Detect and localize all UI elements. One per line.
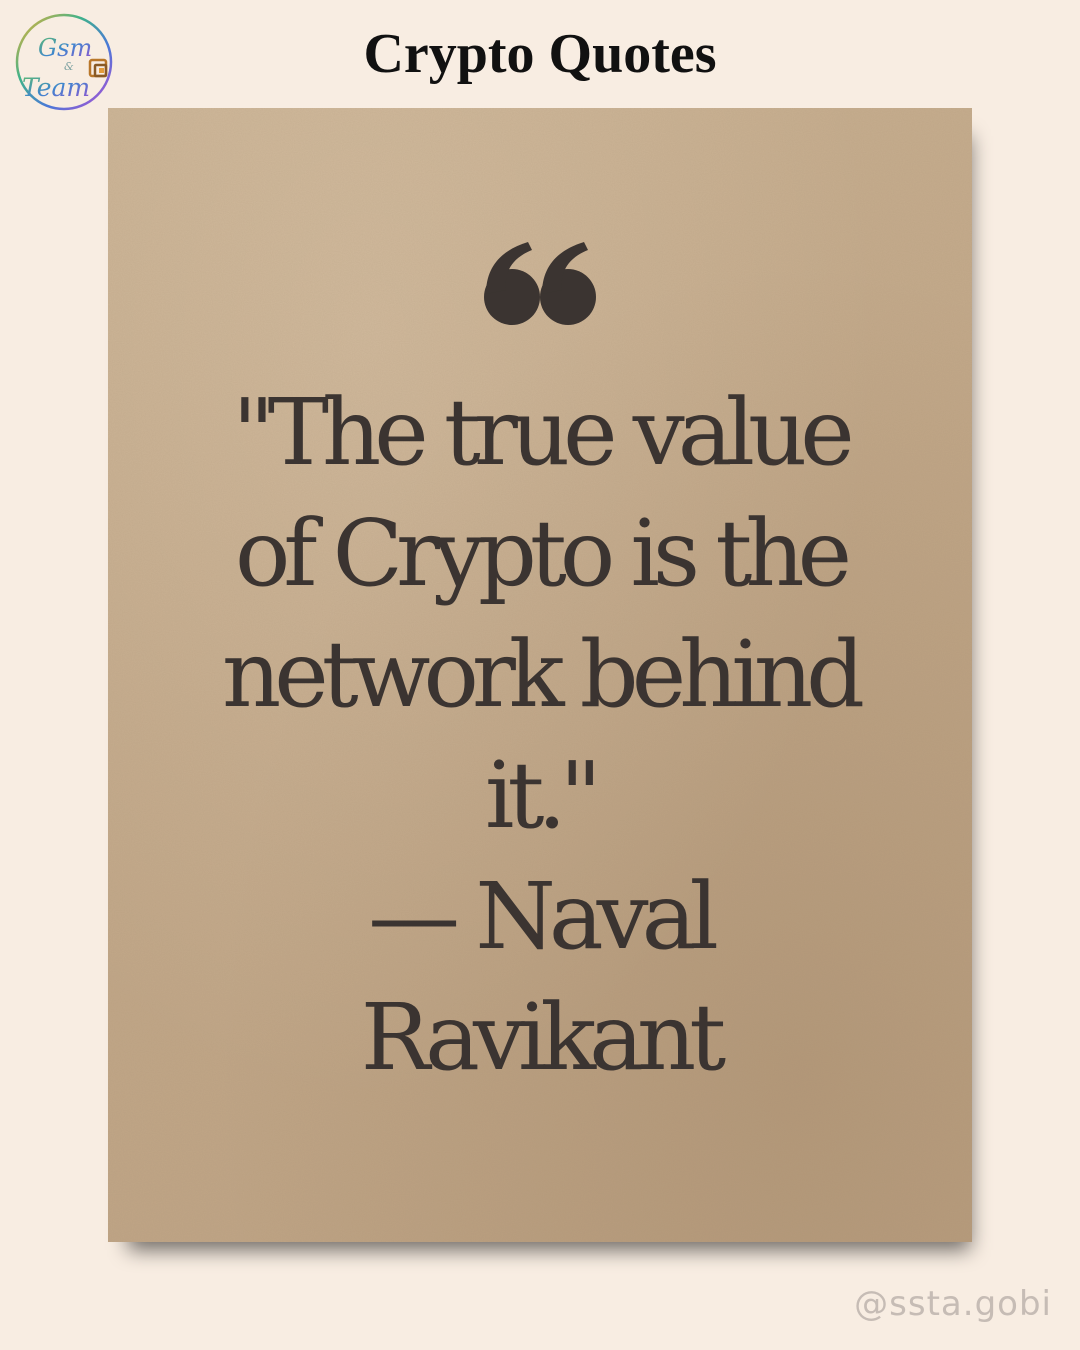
page-title: Crypto Quotes (363, 23, 717, 85)
logo-ring: Gsm & Team (15, 13, 113, 111)
logo-text-team: Team (22, 73, 90, 102)
logo-text-amp: & (64, 60, 74, 73)
quote-author: Ravikant (360, 984, 726, 1091)
author-handle: @ssta.gobi (854, 1284, 1052, 1324)
layers-icon (88, 58, 108, 78)
quote-line: of Crypto is the (234, 500, 852, 607)
quote-open-icon (484, 242, 596, 325)
quote-line: "The true value (232, 379, 854, 486)
quote-text: "The true value of Crypto is the network… (108, 372, 972, 1098)
quote-author: — Naval (368, 863, 719, 970)
quote-line: network behind (222, 621, 865, 728)
logo-text-gsm: Gsm (38, 34, 92, 62)
brand-logo: Gsm & Team (8, 6, 116, 114)
quote-line: it." (485, 742, 602, 849)
